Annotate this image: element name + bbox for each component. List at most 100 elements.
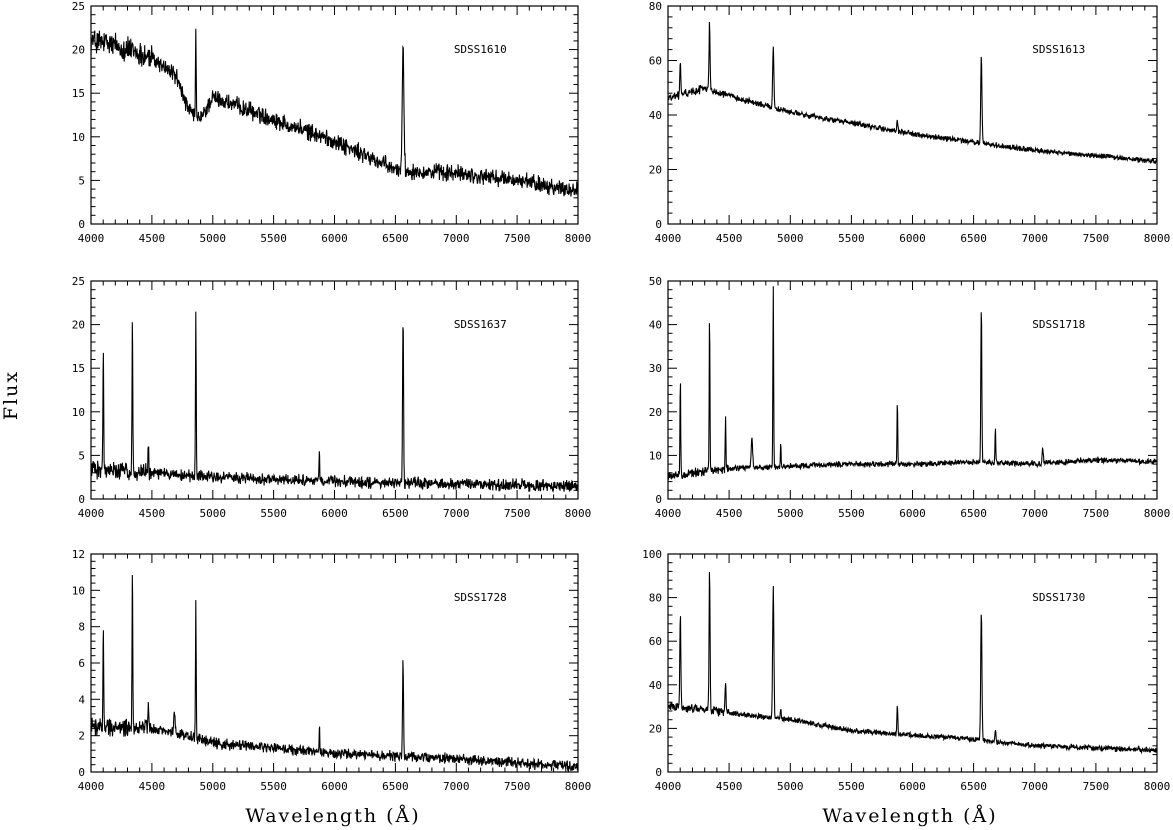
y-tick-label: 5	[78, 449, 85, 462]
y-tick-label: 40	[649, 679, 662, 692]
y-tick-label: 25	[72, 0, 85, 13]
x-tick-label: 7500	[504, 507, 531, 520]
x-tick-label: 5500	[838, 780, 865, 793]
x-tick-label: 7500	[1083, 232, 1110, 245]
spectrum-panel: 4000 4500 5000 5500 6000 6500 7000 7500 8000 0 10 2…	[649, 275, 1171, 520]
panel-label: SDSS1637	[454, 318, 507, 331]
x-tick-label: 6000	[899, 780, 926, 793]
x-axis-title-right: Wavelength (Å)	[822, 805, 997, 827]
x-tick-label: 4500	[716, 507, 743, 520]
spectrum-panel: 4000 4500 5000 5500 6000 6500 7000 7500 8000 0 20 4…	[642, 548, 1170, 793]
y-tick-label: 25	[72, 275, 85, 288]
y-tick-label: 20	[649, 722, 662, 735]
plot-frame	[90, 280, 579, 500]
x-tick-label: 5000	[777, 232, 804, 245]
x-tick-label: 4000	[78, 780, 105, 793]
y-axis-title: Flux	[0, 370, 22, 420]
panel-label: SDSS1728	[454, 591, 507, 604]
y-tick-label: 20	[649, 406, 662, 419]
x-tick-label: 7000	[1022, 780, 1049, 793]
x-tick-label: 4500	[139, 232, 166, 245]
x-tick-label: 4500	[139, 507, 166, 520]
y-tick-label: 15	[72, 362, 85, 375]
y-tick-label: 30	[649, 362, 662, 375]
y-tick-label: 80	[649, 0, 662, 13]
x-tick-label: 8000	[565, 507, 592, 520]
y-tick-label: 60	[649, 635, 662, 648]
x-tick-label: 5500	[260, 780, 287, 793]
x-tick-label: 6000	[899, 232, 926, 245]
plot-frame	[90, 5, 579, 225]
y-tick-label: 20	[649, 164, 662, 177]
spectrum-panel: 4000 4500 5000 5500 6000 6500 7000 7500 8000 0 5 10…	[72, 275, 592, 520]
x-tick-label: 4000	[655, 232, 682, 245]
x-tick-label: 6000	[899, 507, 926, 520]
spectrum-panel: 4000 4500 5000 5500 6000 6500 7000 7500 8000 0 20 4…	[649, 0, 1171, 245]
x-tick-label: 6500	[960, 507, 987, 520]
panel-label: SDSS1610	[454, 43, 507, 56]
y-tick-label: 60	[649, 55, 662, 68]
x-tick-label: 6000	[321, 232, 348, 245]
spectrum-panel: 4000 4500 5000 5500 6000 6500 7000 7500 8000 0 5 10…	[72, 0, 592, 245]
x-tick-label: 7000	[1022, 232, 1049, 245]
y-tick-label: 0	[78, 218, 85, 231]
y-tick-label: 40	[649, 109, 662, 122]
y-tick-label: 8	[78, 621, 85, 634]
y-tick-label: 10	[72, 584, 85, 597]
x-tick-label: 5000	[777, 507, 804, 520]
y-tick-label: 10	[72, 406, 85, 419]
x-tick-label: 8000	[1144, 507, 1171, 520]
y-tick-label: 20	[72, 319, 85, 332]
y-tick-label: 0	[655, 493, 662, 506]
spectrum-line	[668, 571, 1157, 755]
spectrum-line	[668, 286, 1157, 480]
plot-frame	[667, 553, 1158, 773]
panel-label: SDSS1718	[1032, 318, 1085, 331]
plot-frame	[667, 5, 1158, 225]
x-tick-label: 4500	[716, 780, 743, 793]
y-tick-label: 6	[78, 657, 85, 670]
y-tick-label: 20	[72, 44, 85, 57]
x-tick-label: 5500	[260, 232, 287, 245]
plot-frame	[90, 553, 579, 773]
x-tick-label: 7500	[1083, 507, 1110, 520]
y-tick-label: 15	[72, 87, 85, 100]
panel-label: SDSS1613	[1032, 43, 1085, 56]
x-tick-label: 6500	[960, 232, 987, 245]
x-tick-label: 7500	[504, 780, 531, 793]
x-tick-label: 5500	[260, 507, 287, 520]
x-tick-label: 7000	[443, 780, 470, 793]
x-tick-label: 7500	[1083, 780, 1110, 793]
x-tick-label: 6500	[382, 232, 409, 245]
x-axis-title-left: Wavelength (Å)	[245, 805, 420, 827]
x-tick-label: 7000	[1022, 507, 1049, 520]
x-tick-label: 4000	[655, 507, 682, 520]
x-tick-label: 7000	[443, 507, 470, 520]
x-tick-label: 5000	[777, 780, 804, 793]
y-tick-label: 0	[655, 766, 662, 779]
x-tick-label: 6500	[960, 780, 987, 793]
y-tick-label: 0	[655, 218, 662, 231]
spectrum-line	[91, 574, 578, 772]
spectrum-line	[668, 21, 1157, 165]
x-tick-label: 5500	[838, 232, 865, 245]
x-tick-label: 5000	[200, 232, 227, 245]
y-tick-label: 5	[78, 174, 85, 187]
x-tick-label: 4500	[139, 780, 166, 793]
x-tick-label: 4000	[78, 232, 105, 245]
x-tick-label: 5000	[200, 780, 227, 793]
x-tick-label: 4000	[655, 780, 682, 793]
spectrum-line	[91, 311, 578, 493]
y-tick-label: 100	[642, 548, 662, 561]
spectrum-line	[91, 28, 578, 197]
x-tick-label: 5500	[838, 507, 865, 520]
x-tick-label: 4000	[78, 507, 105, 520]
y-tick-label: 0	[78, 766, 85, 779]
y-tick-label: 10	[649, 449, 662, 462]
x-tick-label: 4500	[716, 232, 743, 245]
x-tick-label: 8000	[1144, 232, 1171, 245]
y-tick-label: 4	[78, 693, 85, 706]
y-tick-label: 80	[649, 592, 662, 605]
x-tick-label: 8000	[565, 232, 592, 245]
